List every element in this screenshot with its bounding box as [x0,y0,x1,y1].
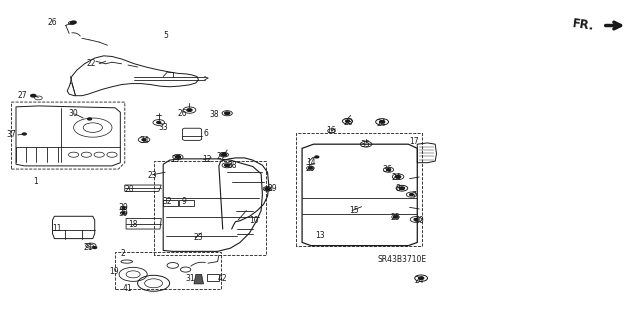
Text: 25: 25 [306,164,316,173]
Circle shape [93,247,97,249]
Text: 14: 14 [306,158,316,167]
Text: 27: 27 [172,155,181,164]
Text: 11: 11 [52,224,62,233]
Text: 24: 24 [415,276,424,285]
Text: 27: 27 [18,91,28,100]
Text: 12: 12 [202,155,212,164]
Text: 38: 38 [209,110,219,119]
Text: 1: 1 [33,177,38,186]
Text: 33: 33 [158,123,168,132]
Text: 22: 22 [86,59,96,68]
Circle shape [142,139,146,141]
Circle shape [414,219,418,220]
Text: 24: 24 [376,119,386,128]
Text: 18: 18 [128,220,138,229]
Text: 7: 7 [411,191,416,200]
Circle shape [410,194,413,196]
Text: 8: 8 [396,184,400,193]
Text: 25: 25 [390,213,400,222]
Text: 39: 39 [118,209,128,218]
Circle shape [175,156,180,158]
Circle shape [157,122,161,123]
Circle shape [308,167,312,169]
Text: 36: 36 [382,165,392,174]
Text: 9: 9 [181,197,186,206]
Circle shape [387,169,390,171]
Text: 42: 42 [218,274,227,283]
Circle shape [31,94,36,97]
Circle shape [394,216,397,218]
Text: 29: 29 [268,184,277,193]
Circle shape [70,22,73,24]
Text: 16: 16 [326,126,336,135]
Text: 30: 30 [68,109,78,118]
Text: 24: 24 [392,173,401,182]
Circle shape [122,207,125,209]
Text: 41: 41 [123,284,132,293]
Text: 37: 37 [6,130,16,139]
Circle shape [225,112,230,115]
Text: 26: 26 [177,109,187,118]
Text: 40: 40 [415,216,424,225]
Text: 23: 23 [147,171,157,180]
Text: 5: 5 [163,31,168,40]
Circle shape [346,120,349,122]
Text: 20: 20 [125,185,134,194]
Polygon shape [194,274,204,284]
Circle shape [315,156,319,158]
Text: 34: 34 [140,136,149,145]
Text: 23: 23 [193,233,203,242]
Text: 17: 17 [410,137,419,146]
Circle shape [22,133,26,135]
Circle shape [71,21,76,24]
Text: 21: 21 [83,243,93,252]
Text: 2: 2 [120,249,125,258]
Text: 28: 28 [343,118,353,127]
Text: 38: 38 [227,161,237,170]
Circle shape [88,118,92,120]
Text: 19: 19 [109,267,118,276]
Text: 15: 15 [349,206,358,215]
Circle shape [265,188,270,190]
Text: 32: 32 [163,197,172,206]
Circle shape [419,277,424,279]
Circle shape [221,153,227,156]
Text: 13: 13 [315,231,324,240]
Text: FR.: FR. [572,18,595,33]
Text: 35: 35 [360,140,370,149]
Text: 39: 39 [118,203,128,212]
Circle shape [225,164,230,167]
Circle shape [399,187,404,189]
Circle shape [380,121,385,123]
Circle shape [122,212,125,214]
Text: 10: 10 [250,216,259,225]
Text: SR43B3710E: SR43B3710E [378,255,426,263]
Text: 31: 31 [186,274,195,283]
Text: 6: 6 [204,130,209,138]
Circle shape [187,109,192,111]
Text: 26: 26 [48,18,58,27]
Text: 27: 27 [216,152,226,161]
Circle shape [396,175,401,178]
